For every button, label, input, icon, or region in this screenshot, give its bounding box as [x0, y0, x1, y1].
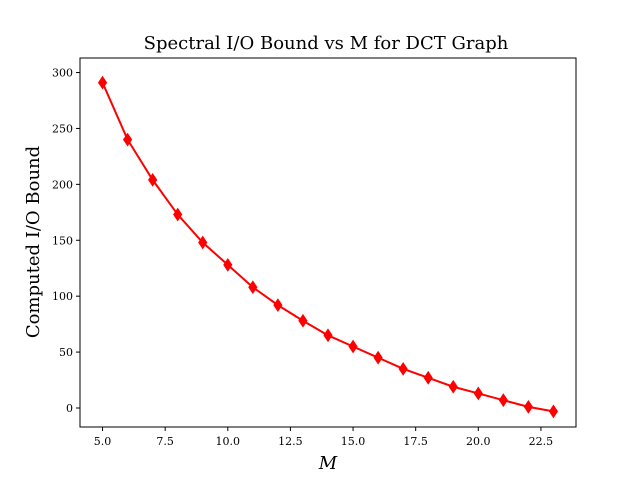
data-point: [223, 257, 233, 272]
data-point: [448, 379, 458, 394]
y-tick-label: 300: [52, 67, 73, 80]
data-point: [97, 75, 108, 90]
y-tick-label: 250: [52, 122, 73, 135]
x-tick-label: 7.5: [156, 435, 174, 448]
data-point: [273, 298, 283, 313]
x-tick-label: 22.5: [529, 435, 554, 448]
x-tick-label: 12.5: [278, 435, 303, 448]
x-tick-label: 17.5: [403, 435, 428, 448]
y-tick-label: 150: [52, 234, 73, 247]
data-point: [323, 328, 333, 343]
x-tick-label: 20.0: [466, 435, 491, 448]
data-point: [122, 132, 133, 147]
data-point: [548, 404, 559, 419]
x-tick-label: 10.0: [216, 435, 241, 448]
data-point: [198, 235, 208, 250]
y-axis-label: Computed I/O Bound: [23, 146, 44, 338]
x-tick-label: 15.0: [341, 435, 366, 448]
plot-frame: [79, 57, 577, 428]
chart-title: Spectral I/O Bound vs M for DCT Graph: [144, 33, 509, 54]
x-axis-label: M: [318, 453, 338, 474]
data-point: [248, 280, 258, 295]
data-point: [473, 386, 483, 401]
data-point: [173, 207, 183, 222]
x-tick-label: 5.0: [94, 435, 112, 448]
y-tick-label: 0: [66, 402, 73, 415]
x-axis: 5.0 7.5 10.0 12.5 15.0 17.5 20.0 22.5: [94, 427, 553, 448]
plot-area: [79, 57, 577, 428]
series-line: [101, 82, 554, 413]
y-tick-label: 100: [52, 290, 73, 303]
series-layer: [97, 75, 559, 419]
data-point: [423, 370, 433, 385]
data-point: [398, 361, 408, 376]
data-point: [523, 399, 534, 414]
data-point: [373, 350, 383, 365]
y-tick-label: 50: [59, 346, 73, 359]
data-point: [498, 393, 508, 408]
data-point: [148, 172, 158, 187]
data-point: [348, 339, 358, 354]
data-point: [298, 313, 308, 328]
y-axis: 0 50 100 150 200 250 300: [52, 67, 80, 415]
y-tick-label: 200: [52, 178, 73, 191]
